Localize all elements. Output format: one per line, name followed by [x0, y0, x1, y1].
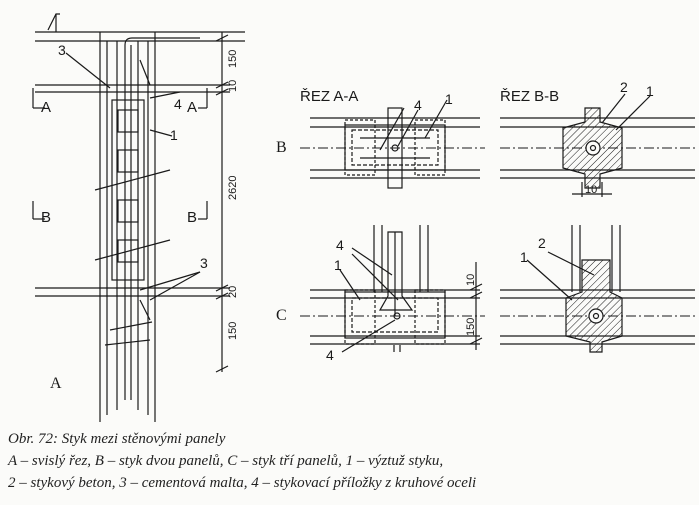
row-c-label: C: [276, 307, 287, 324]
joint-b-section-aa: [300, 99, 485, 189]
caption-line-3: 2 – stykový beton, 3 – cementová malta, …: [8, 475, 477, 491]
joint-b-section-bb: [500, 93, 695, 197]
caption-line-2: A – svislý řez, B – styk dvou panelů, C …: [8, 453, 444, 469]
callout-4-c-bottom: 4: [326, 347, 334, 363]
callout-4-c-top: 4: [336, 237, 344, 253]
callout-3-bottom: 3: [200, 255, 208, 271]
figure-a-label: A: [50, 375, 62, 392]
dim-150-c: 150: [465, 318, 477, 336]
callout-3-top: 3: [58, 42, 66, 58]
dim-10-top: 10: [227, 80, 239, 92]
row-b-label: B: [276, 139, 287, 156]
callout-4-a: 4: [174, 96, 182, 112]
callout-1-c-bb: 1: [520, 249, 528, 265]
joint-c-section-aa: [300, 225, 485, 353]
figure-caption: Obr. 72: Styk mezi stěnovými panely A – …: [8, 428, 693, 494]
dim-10-b-bb: 10: [585, 184, 597, 196]
section-aa-title: ŘEZ A-A: [300, 88, 358, 105]
cut-b-right: B: [187, 209, 197, 226]
callout-4-b-aa: 4: [414, 97, 422, 113]
cut-a-right: A: [187, 99, 197, 116]
callout-1-c-left: 1: [334, 257, 342, 273]
dim-2620: 2620: [227, 176, 239, 200]
vertical-section-a: [32, 13, 245, 422]
callout-1-b-bb: 1: [646, 83, 654, 99]
dim-20: 20: [227, 286, 239, 298]
drawing-labels: ŘEZ A-A ŘEZ B-B B C A A A B B 3 4 1 3 4 …: [41, 42, 654, 392]
cut-a-left: A: [41, 99, 51, 116]
cut-b-left: B: [41, 209, 51, 226]
callout-1-a: 1: [170, 127, 178, 143]
caption-title: Obr. 72: Styk mezi stěnovými panely: [8, 431, 226, 447]
callout-1-b-aa: 1: [445, 91, 453, 107]
dim-10-c: 10: [465, 274, 477, 286]
technical-drawing: ŘEZ A-A ŘEZ B-B B C A A A B B 3 4 1 3 4 …: [32, 13, 695, 422]
joint-c-section-bb: [500, 225, 695, 353]
dim-150-top: 150: [227, 50, 239, 68]
section-bb-title: ŘEZ B-B: [500, 88, 559, 105]
dim-150-bottom: 150: [227, 322, 239, 340]
callout-2-c-bb: 2: [538, 235, 546, 251]
callout-2-b-bb: 2: [620, 79, 628, 95]
